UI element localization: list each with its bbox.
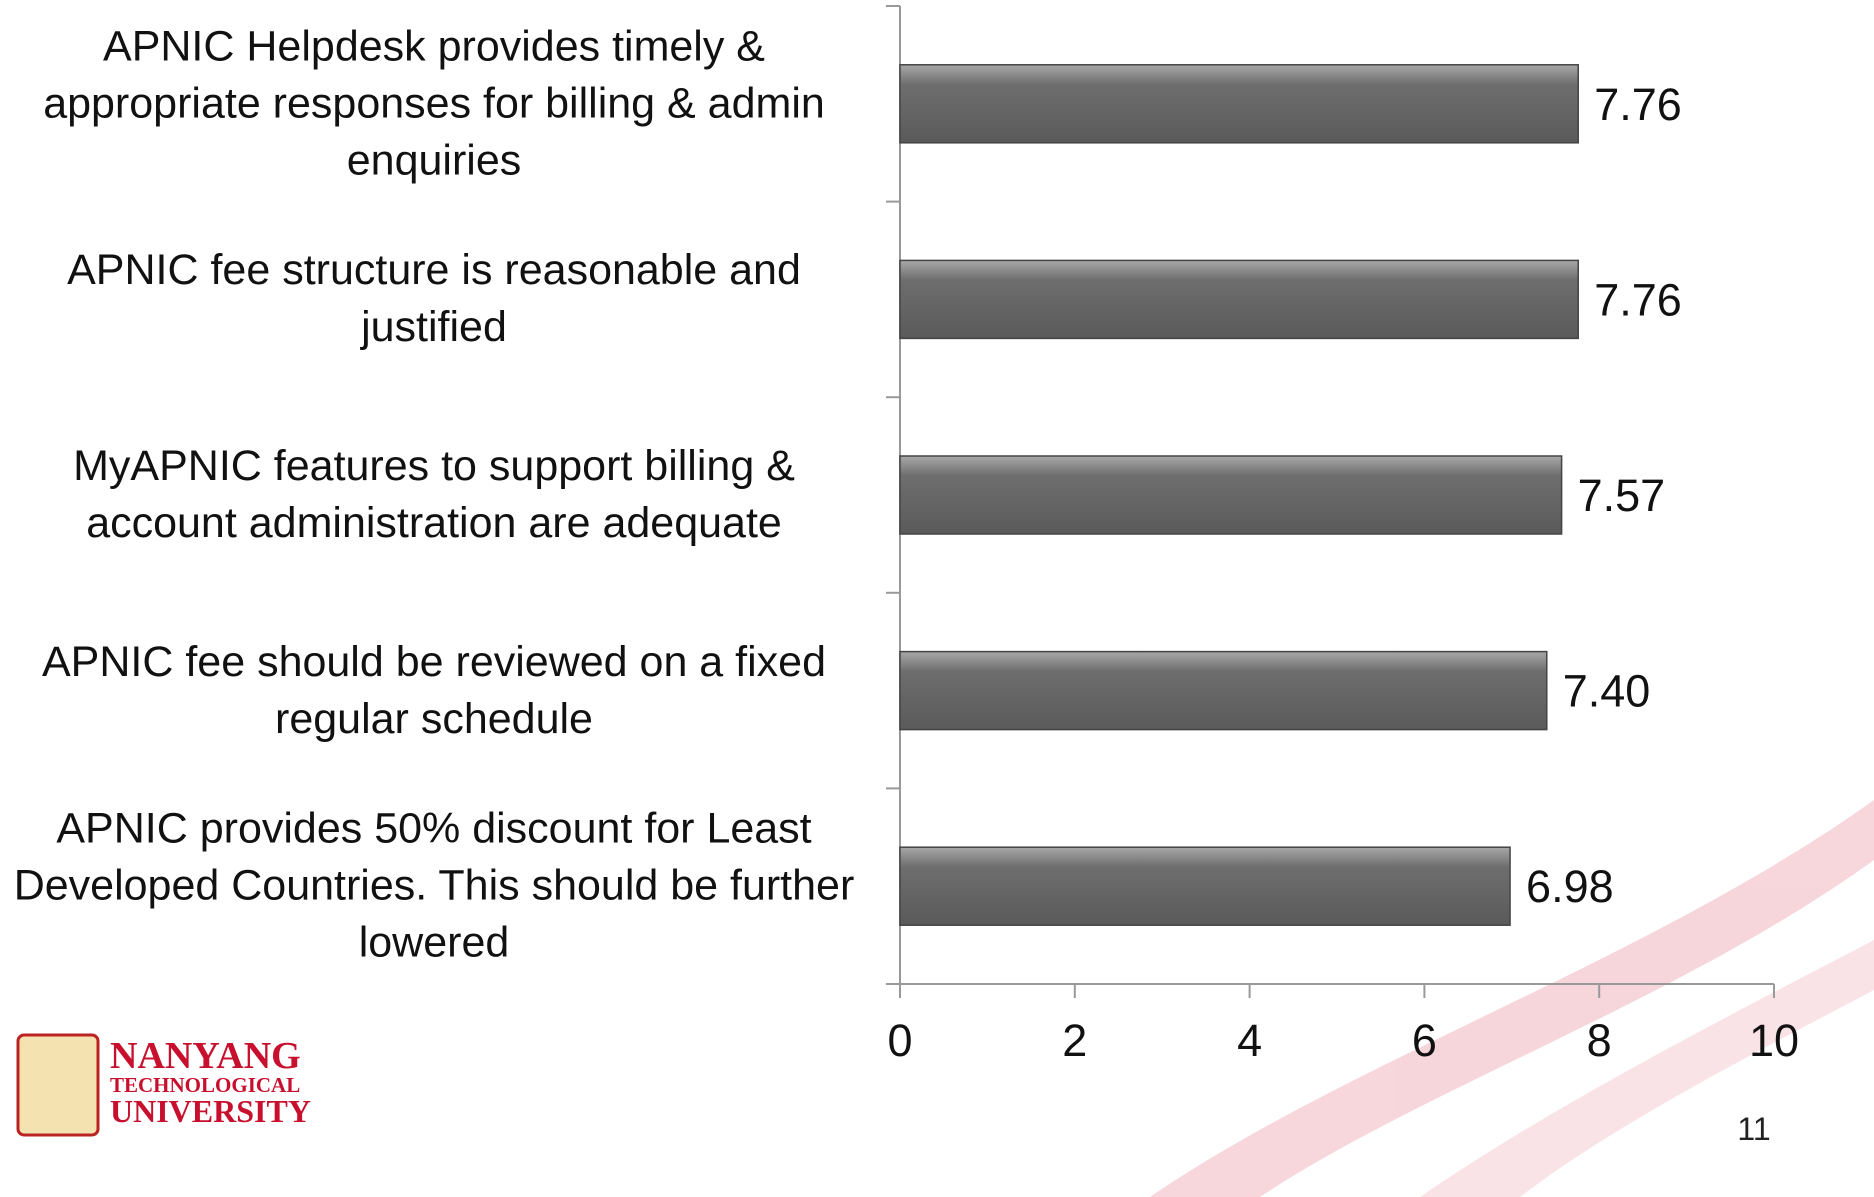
x-tick-label: 8 <box>1587 1015 1612 1066</box>
bar <box>900 456 1562 534</box>
category-label: MyAPNIC features to support billing & ac… <box>8 438 860 552</box>
bar <box>900 652 1547 730</box>
value-label: 7.76 <box>1594 79 1682 130</box>
category-label: APNIC Helpdesk provides timely & appropr… <box>8 18 860 189</box>
logo: NANYANG TECHNOLOGICAL UNIVERSITY <box>18 1035 311 1135</box>
x-tick-label: 6 <box>1412 1015 1437 1066</box>
logo-line: UNIVERSITY <box>110 1093 311 1129</box>
x-tick-label: 0 <box>887 1015 912 1066</box>
value-label: 7.40 <box>1563 666 1651 717</box>
value-label: 7.57 <box>1578 470 1666 521</box>
x-tick-label: 4 <box>1237 1015 1262 1066</box>
value-label: 6.98 <box>1526 861 1614 912</box>
category-label: APNIC fee should be reviewed on a fixed … <box>8 634 860 748</box>
bar <box>900 260 1578 338</box>
logo-line: NANYANG <box>110 1035 301 1077</box>
bar <box>900 65 1578 143</box>
category-label: APNIC provides 50% discount for Least De… <box>8 801 860 972</box>
x-tick-label: 2 <box>1062 1015 1087 1066</box>
page-number: 11 <box>1737 1111 1770 1147</box>
logo-crest <box>18 1035 98 1135</box>
slide: NANYANG TECHNOLOGICAL UNIVERSITY 11 0 2 4 6… <box>0 0 1874 1197</box>
category-label: APNIC fee structure is reasonable and ju… <box>8 242 860 356</box>
bar <box>900 847 1510 925</box>
value-label: 7.76 <box>1594 274 1682 325</box>
x-tick-label: 10 <box>1749 1015 1799 1066</box>
